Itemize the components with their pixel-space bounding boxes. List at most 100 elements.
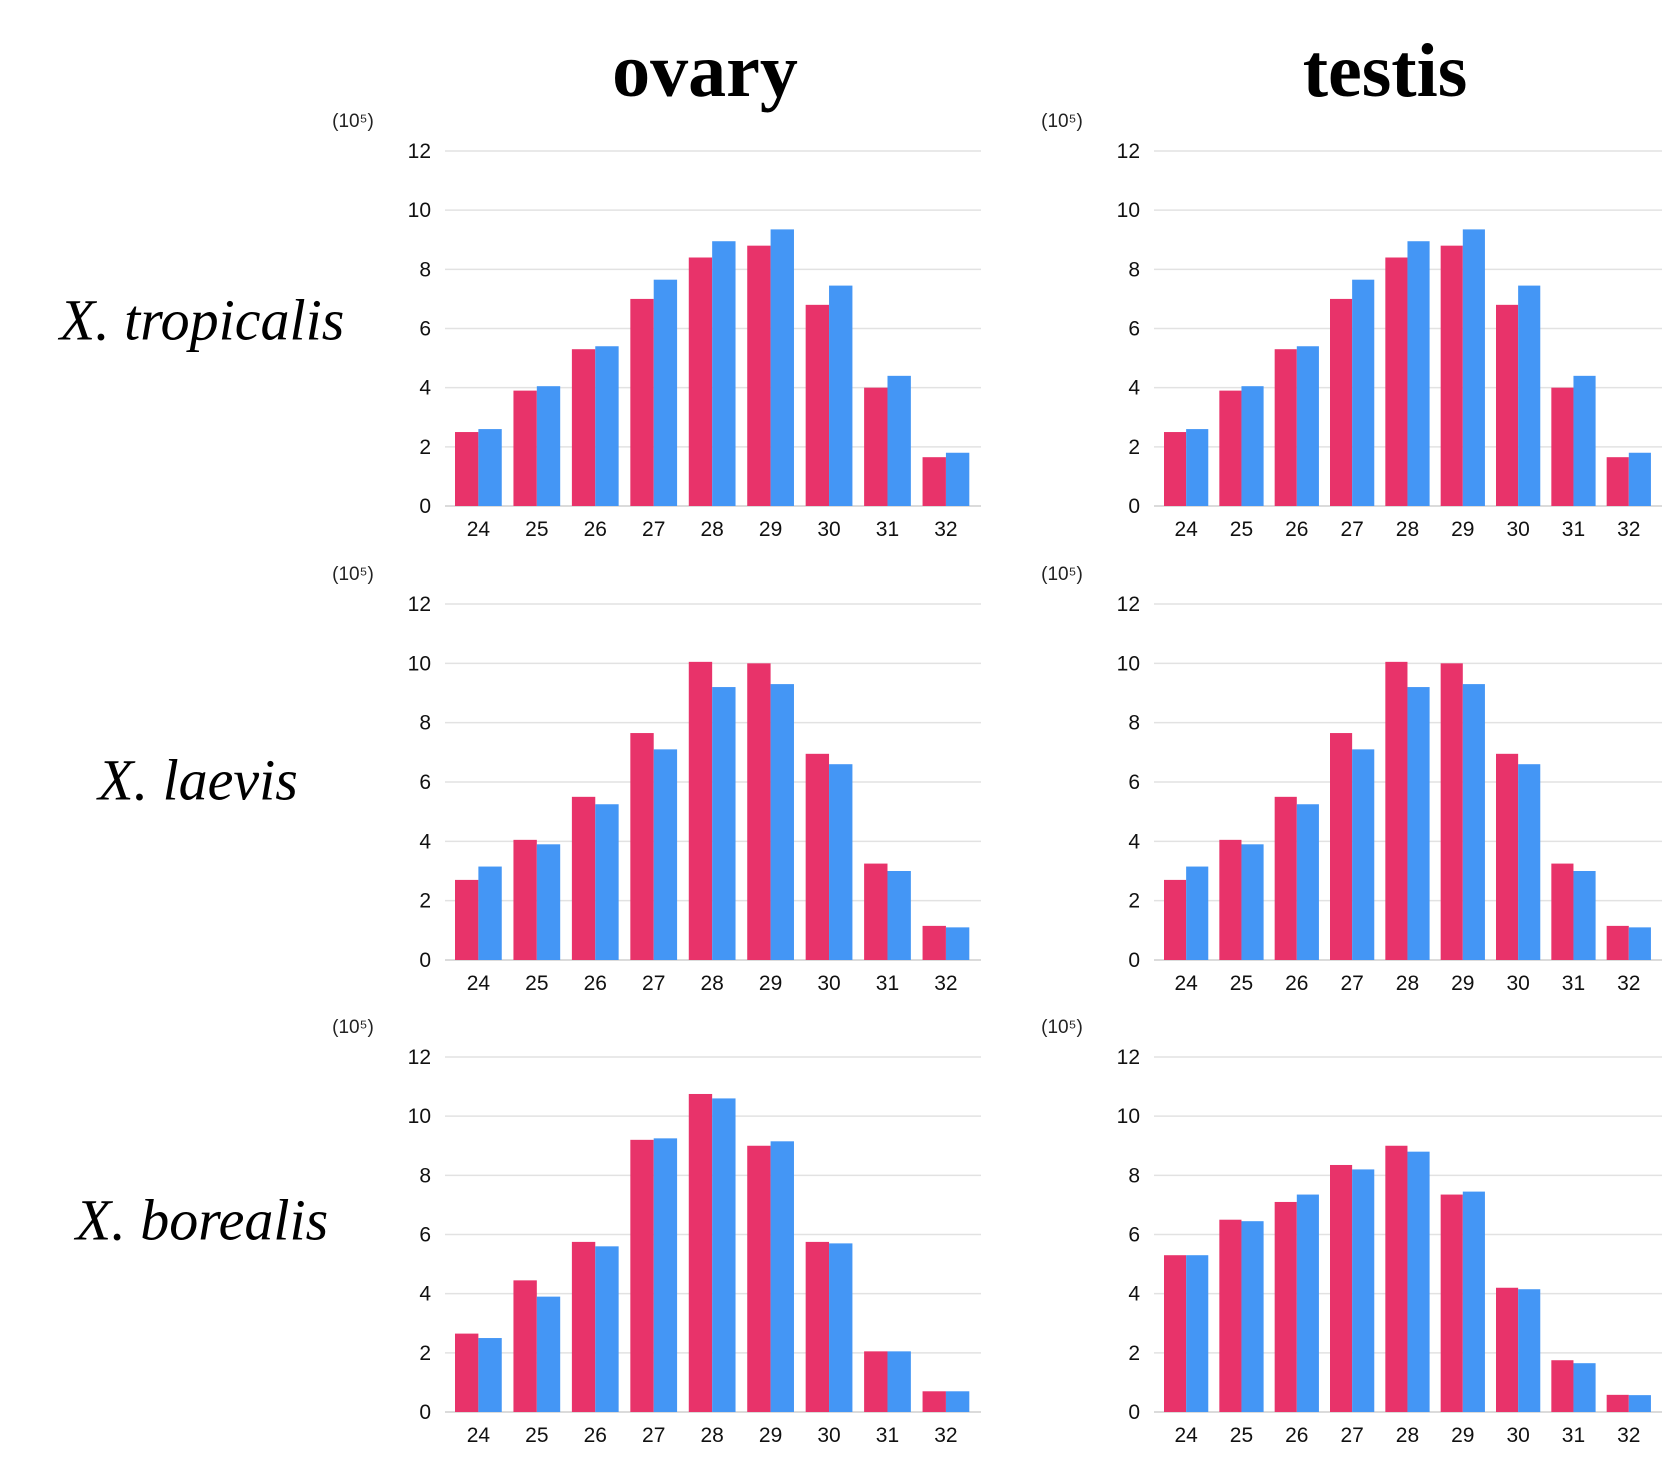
y-tick-label: 12 bbox=[408, 593, 431, 616]
bar-series-1-25 bbox=[1219, 1219, 1242, 1412]
bar-series-2-30 bbox=[1518, 764, 1541, 960]
bar-series-1-30 bbox=[805, 1241, 830, 1412]
bar-series-1-29 bbox=[1440, 1194, 1463, 1412]
x-tick-label: 26 bbox=[584, 972, 607, 995]
bar-series-2-24 bbox=[1186, 866, 1209, 960]
row-label-tropicalis: X. tropicalis bbox=[59, 287, 345, 353]
bar-series-2-30 bbox=[829, 285, 853, 506]
x-tick-label: 28 bbox=[700, 1424, 723, 1447]
y-tick-label: 4 bbox=[1128, 377, 1140, 400]
y-tick-label: 12 bbox=[1117, 1046, 1140, 1069]
x-tick-label: 31 bbox=[876, 972, 899, 995]
bar-series-2-25 bbox=[1241, 844, 1264, 960]
y-tick-label: 8 bbox=[419, 258, 431, 281]
bar-series-2-29 bbox=[1462, 1191, 1485, 1412]
x-tick-label: 31 bbox=[1562, 1424, 1585, 1447]
bar-series-2-28 bbox=[1407, 687, 1430, 960]
x-tick-label: 25 bbox=[525, 518, 548, 541]
bar-series-2-29 bbox=[770, 684, 794, 960]
bar-series-2-27 bbox=[1352, 749, 1375, 960]
x-tick-label: 27 bbox=[1340, 1424, 1363, 1447]
bar-series-2-26 bbox=[595, 804, 619, 960]
bar-series-1-26 bbox=[1274, 349, 1297, 506]
y-tick-label: 10 bbox=[408, 199, 431, 222]
bar-series-1-32 bbox=[922, 457, 946, 506]
bar-series-2-31 bbox=[887, 1351, 911, 1412]
bar-series-2-32 bbox=[945, 1391, 970, 1412]
x-tick-label: 24 bbox=[1174, 518, 1198, 541]
x-tick-label: 24 bbox=[1174, 972, 1198, 995]
x-tick-label: 24 bbox=[467, 1424, 491, 1447]
bar-series-1-29 bbox=[1440, 245, 1463, 506]
y-tick-label: 6 bbox=[419, 318, 431, 341]
bar-series-2-29 bbox=[770, 1141, 794, 1412]
bar-series-1-24 bbox=[1164, 879, 1187, 960]
x-tick-label: 31 bbox=[1562, 972, 1585, 995]
x-tick-label: 27 bbox=[1340, 972, 1363, 995]
bar-series-2-27 bbox=[653, 279, 678, 506]
y-tick-label: 8 bbox=[1128, 1164, 1140, 1187]
row-label-borealis: X. borealis bbox=[75, 1187, 329, 1253]
unit-label: (10⁵) bbox=[332, 1017, 374, 1038]
x-tick-label: 30 bbox=[817, 972, 840, 995]
bar-series-1-29 bbox=[747, 663, 771, 960]
bar-series-1-32 bbox=[922, 925, 946, 960]
y-tick-label: 2 bbox=[419, 436, 431, 459]
bar-series-1-27 bbox=[1330, 1164, 1353, 1412]
bar-series-1-32 bbox=[1606, 457, 1629, 506]
bar-series-1-25 bbox=[1219, 390, 1242, 506]
bar-series-2-28 bbox=[712, 1098, 736, 1412]
y-tick-label: 6 bbox=[419, 1224, 431, 1247]
bar-series-2-32 bbox=[1628, 1395, 1651, 1412]
x-tick-label: 32 bbox=[934, 518, 957, 541]
bar-series-1-30 bbox=[805, 753, 830, 960]
y-tick-label: 0 bbox=[419, 949, 431, 972]
y-tick-label: 10 bbox=[408, 652, 431, 675]
x-tick-label: 31 bbox=[1562, 518, 1585, 541]
bar-series-1-32 bbox=[1606, 1394, 1629, 1412]
x-tick-label: 32 bbox=[1617, 1424, 1640, 1447]
y-tick-label: 4 bbox=[1128, 1283, 1140, 1306]
x-tick-label: 30 bbox=[817, 1424, 840, 1447]
bar-series-1-31 bbox=[1551, 863, 1574, 960]
bar-series-1-27 bbox=[630, 733, 654, 960]
bar-series-2-30 bbox=[1518, 1289, 1541, 1412]
bar-series-2-25 bbox=[536, 1296, 561, 1412]
y-tick-label: 0 bbox=[1128, 1401, 1140, 1424]
y-tick-label: 8 bbox=[419, 1164, 431, 1187]
bar-series-1-26 bbox=[571, 796, 596, 960]
x-tick-label: 26 bbox=[584, 518, 607, 541]
bar-series-1-27 bbox=[1330, 298, 1353, 506]
x-tick-label: 27 bbox=[1340, 518, 1363, 541]
x-tick-label: 30 bbox=[1506, 1424, 1529, 1447]
y-tick-label: 4 bbox=[419, 830, 431, 853]
x-tick-label: 30 bbox=[1506, 972, 1529, 995]
bar-series-2-26 bbox=[1296, 346, 1319, 506]
bar-series-1-32 bbox=[922, 1391, 946, 1412]
x-tick-label: 26 bbox=[584, 1424, 607, 1447]
bar-series-2-27 bbox=[653, 1138, 678, 1412]
y-tick-label: 0 bbox=[419, 495, 431, 518]
y-tick-label: 12 bbox=[408, 140, 431, 163]
bar-series-1-26 bbox=[571, 349, 596, 506]
y-tick-label: 6 bbox=[1128, 318, 1140, 341]
x-tick-label: 25 bbox=[1230, 518, 1253, 541]
bar-series-1-27 bbox=[630, 298, 654, 506]
bar-series-2-32 bbox=[945, 452, 970, 506]
y-tick-label: 2 bbox=[419, 1342, 431, 1365]
bar-series-2-26 bbox=[1296, 804, 1319, 960]
x-tick-label: 32 bbox=[934, 1424, 957, 1447]
bar-series-2-31 bbox=[1573, 1363, 1596, 1412]
bar-series-1-28 bbox=[688, 661, 713, 960]
x-tick-label: 25 bbox=[1230, 972, 1253, 995]
bar-series-2-32 bbox=[945, 927, 970, 960]
bar-series-2-25 bbox=[1241, 1221, 1264, 1412]
y-tick-label: 12 bbox=[408, 1046, 431, 1069]
bar-series-2-24 bbox=[1186, 1255, 1209, 1412]
y-tick-label: 4 bbox=[419, 1283, 431, 1306]
y-tick-label: 2 bbox=[1128, 436, 1140, 459]
bar-series-1-30 bbox=[1496, 304, 1519, 506]
y-tick-label: 6 bbox=[419, 771, 431, 794]
bar-series-1-26 bbox=[571, 1241, 596, 1412]
x-tick-label: 32 bbox=[1617, 518, 1640, 541]
